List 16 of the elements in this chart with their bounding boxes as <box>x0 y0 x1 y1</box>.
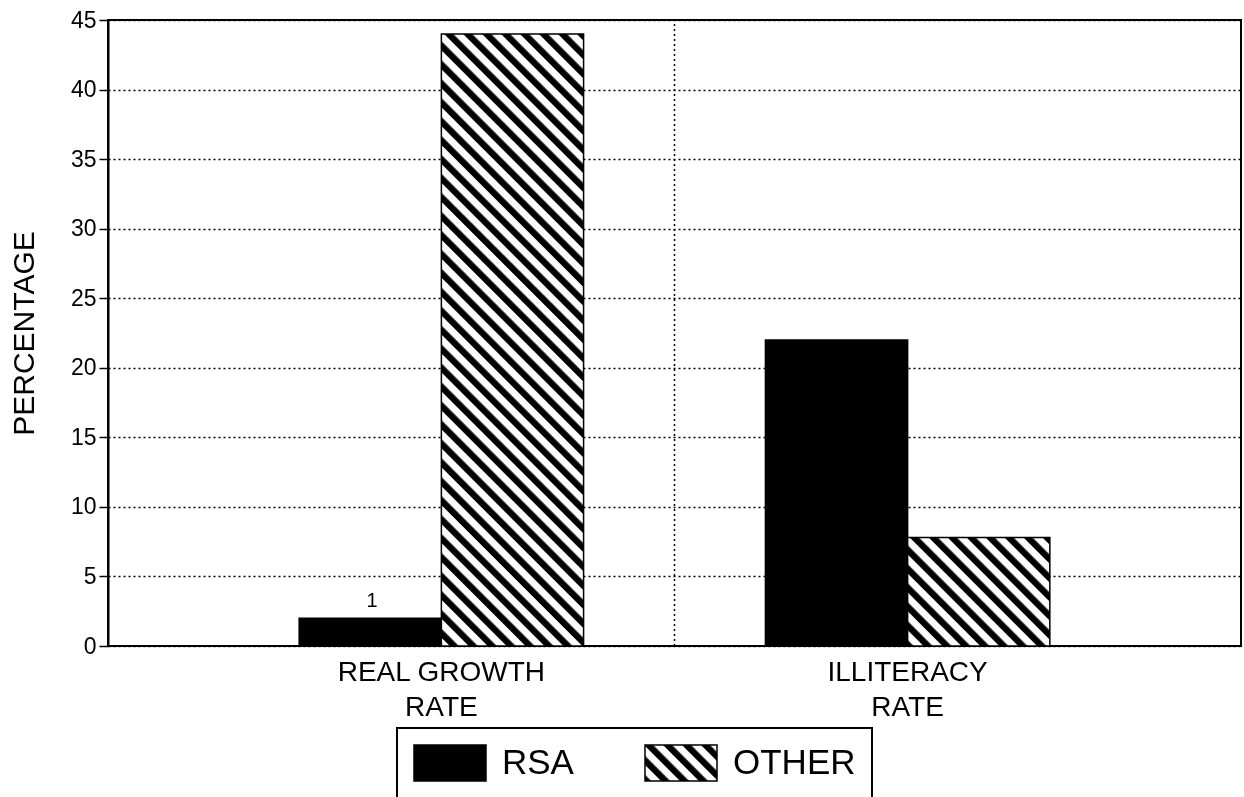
y-tick-label: 0 <box>83 632 97 659</box>
y-tick-label: 40 <box>70 76 97 103</box>
y-tick-label: 5 <box>83 562 97 589</box>
y-axis-title: PERCENTAGE <box>6 231 40 436</box>
y-tick-label: 45 <box>70 6 97 33</box>
x-tick-label: REAL GROWTH RATE <box>337 655 546 722</box>
x-tick-label: ILLITERACY RATE <box>827 655 989 722</box>
annotation: 1 <box>366 589 378 611</box>
y-tick-label: 15 <box>70 423 97 450</box>
y-tick-label: 35 <box>70 145 97 172</box>
legend-label: RSA <box>502 742 575 781</box>
y-tick-label: 20 <box>70 354 97 381</box>
y-tick-label: 10 <box>70 493 97 520</box>
legend-label: OTHER <box>733 742 856 781</box>
y-tick-label: 25 <box>70 284 97 311</box>
y-tick-label: 30 <box>70 215 97 242</box>
